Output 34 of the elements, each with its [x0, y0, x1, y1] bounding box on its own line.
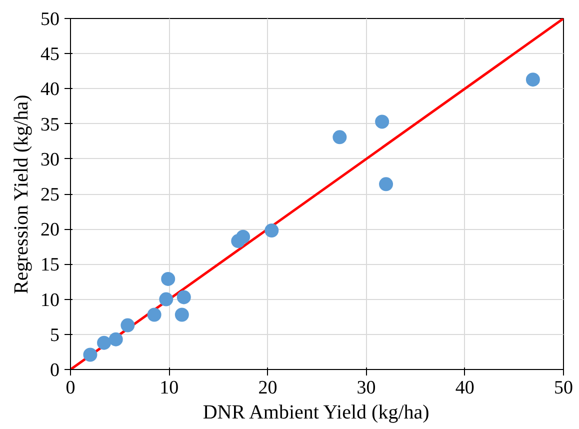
y-tick-label: 15 [40, 254, 60, 276]
y-tick-label: 20 [40, 220, 60, 241]
point [264, 224, 279, 238]
x-tick-label: 40 [455, 378, 474, 398]
point [379, 177, 394, 192]
x-tick-label: 50 [554, 378, 573, 398]
y-tick-label: 10 [40, 290, 60, 311]
point [147, 308, 162, 322]
y-tick-label: 40 [40, 79, 60, 100]
x-axis-title: DNR Ambient Yield (kg/ha) [202, 402, 430, 424]
y-tick-label: 0 [50, 360, 60, 381]
y-tick-label: 5 [50, 324, 60, 346]
point [526, 72, 540, 87]
point [174, 308, 189, 322]
y-tick-label: 50 [40, 9, 60, 30]
x-tick-label: 10 [160, 378, 179, 398]
x-tick-label: 0 [66, 378, 76, 398]
x-tick-label: 20 [258, 378, 278, 398]
y-tick-label: 45 [40, 44, 60, 66]
point [161, 272, 176, 286]
point [108, 332, 123, 346]
y-tick-label: 35 [40, 114, 60, 136]
x-tick-label: 30 [356, 378, 376, 398]
y-tick-label: 30 [40, 149, 60, 170]
point [176, 290, 191, 304]
y-axis-title: Regression Yield (kg/ha) [10, 94, 32, 294]
point [236, 230, 250, 244]
y-tick-label: 25 [40, 184, 60, 206]
point [375, 114, 390, 129]
point [120, 318, 135, 332]
point [97, 336, 112, 350]
point [332, 130, 347, 144]
point [159, 292, 174, 306]
point [83, 348, 98, 362]
